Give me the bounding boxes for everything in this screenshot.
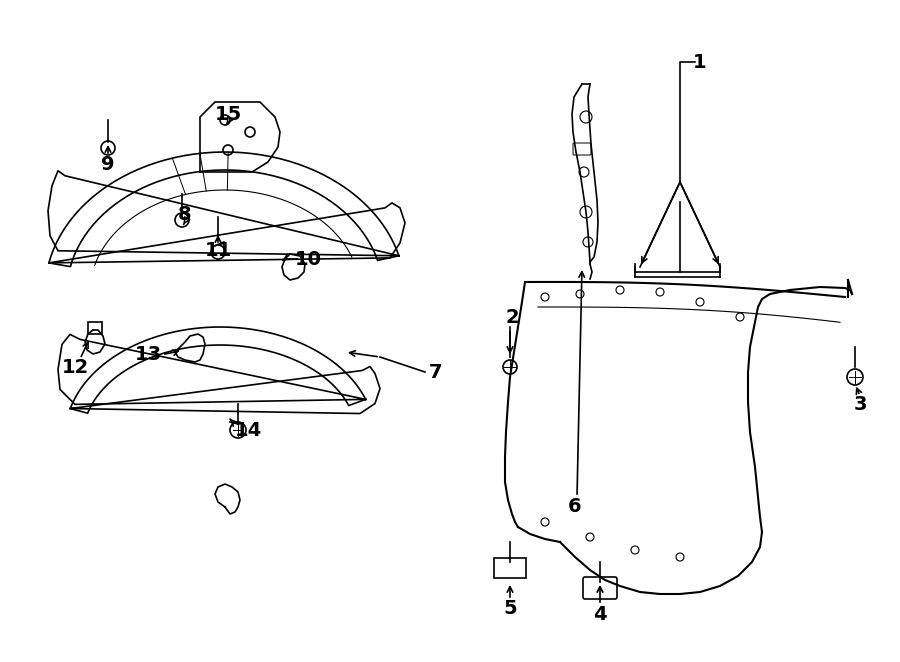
Circle shape	[245, 127, 255, 137]
Text: 6: 6	[568, 498, 581, 516]
Text: 5: 5	[503, 600, 517, 618]
Text: 15: 15	[214, 105, 241, 124]
Text: 10: 10	[294, 250, 321, 269]
Circle shape	[580, 206, 592, 218]
Circle shape	[541, 293, 549, 301]
Text: 3: 3	[853, 395, 867, 414]
Text: 2: 2	[505, 308, 518, 326]
Circle shape	[220, 115, 230, 125]
Bar	[88, 322, 102, 334]
Circle shape	[586, 533, 594, 541]
Circle shape	[579, 167, 589, 177]
Text: 1: 1	[693, 52, 706, 71]
Circle shape	[616, 286, 624, 294]
Text: 13: 13	[134, 344, 162, 363]
Circle shape	[223, 145, 233, 155]
FancyBboxPatch shape	[494, 558, 526, 578]
Text: 9: 9	[102, 154, 115, 173]
Circle shape	[847, 369, 863, 385]
Circle shape	[541, 518, 549, 526]
Text: 11: 11	[204, 240, 231, 260]
Text: 12: 12	[61, 357, 88, 377]
Circle shape	[631, 546, 639, 554]
Text: 14: 14	[234, 420, 262, 440]
FancyBboxPatch shape	[583, 577, 617, 599]
Circle shape	[576, 290, 584, 298]
Circle shape	[583, 237, 593, 247]
FancyBboxPatch shape	[573, 143, 591, 155]
Text: 7: 7	[428, 363, 442, 381]
Circle shape	[175, 213, 189, 227]
Circle shape	[696, 298, 704, 306]
Circle shape	[503, 360, 517, 374]
Circle shape	[211, 245, 225, 259]
Circle shape	[230, 422, 246, 438]
Circle shape	[656, 288, 664, 296]
Circle shape	[580, 111, 592, 123]
Text: 4: 4	[593, 604, 607, 624]
Circle shape	[101, 141, 115, 155]
Circle shape	[736, 313, 744, 321]
Circle shape	[676, 553, 684, 561]
Text: 8: 8	[178, 205, 192, 224]
